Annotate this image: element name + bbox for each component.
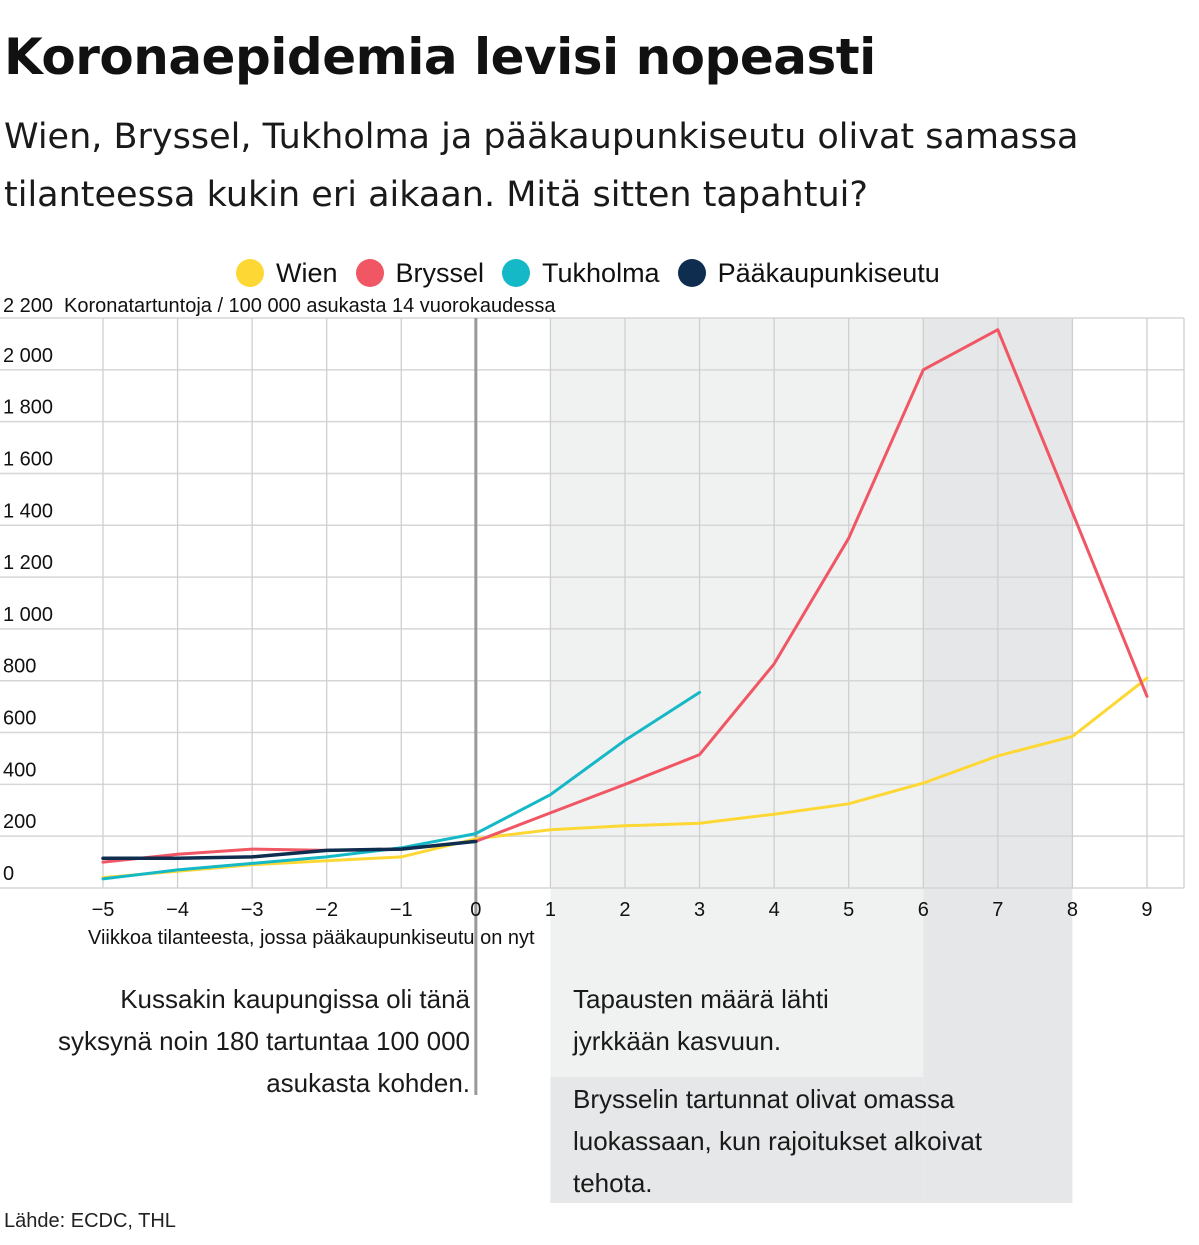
series-line-paakaupunkiseutu xyxy=(101,839,478,860)
x-tick-label-9: 9 xyxy=(1141,899,1152,921)
annotation-growth: Tapausten määrä lähti jyrkkään kasvuun. xyxy=(573,984,829,1056)
shaded-region-1 xyxy=(550,318,924,1203)
x-tick-label-0: 0 xyxy=(470,899,481,921)
shaded-regions xyxy=(550,318,1073,1203)
annotation-left: Kussakin kaupungissa oli tänä syksynä no… xyxy=(58,984,470,1098)
annotation-box-restrictions xyxy=(550,1077,924,1203)
legend-item-tukholma: Tukholma xyxy=(502,258,664,289)
legend-item-paakaupunkiseutu: Pääkaupunkiseutu xyxy=(677,257,944,289)
series-lines xyxy=(101,328,1149,881)
x-tick-label-8: 8 xyxy=(1067,899,1078,921)
x-axis-label: Viikkoa tilanteesta, jossa pääkaupunkise… xyxy=(88,927,535,949)
legend-item-wien: Wien xyxy=(236,258,342,289)
series-line-wien xyxy=(101,676,1149,880)
grid-lines xyxy=(0,317,1185,889)
tick-labels: 0 200 400 600 800 1 000 1 200 1 400 1 600 1 800 2 … xyxy=(3,295,1153,921)
y-tick-label-1600: 1 600 xyxy=(3,448,53,470)
legend-label-wien: Wien xyxy=(276,257,338,288)
y-tick-label-1400: 1 400 xyxy=(3,500,53,522)
chart-title: Koronaepidemia levisi nopeasti xyxy=(4,28,876,86)
x-tick-label-3: 3 xyxy=(694,899,705,921)
x-tick-label-6: 6 xyxy=(918,899,929,921)
y-tick-label-400: 400 xyxy=(3,759,36,781)
y-tick-label-1000: 1 000 xyxy=(3,604,53,626)
legend-swatch-wien xyxy=(236,259,264,287)
legend-item-bryssel: Bryssel xyxy=(355,257,489,289)
y-tick-label-2200: 2 200 xyxy=(3,295,53,317)
x-tick-label--2: −2 xyxy=(315,899,338,921)
y-tick-label-0: 0 xyxy=(3,863,14,885)
x-tick-label-1: 1 xyxy=(545,899,556,921)
x-tick-label--1: −1 xyxy=(390,899,413,921)
x-tick-label--3: −3 xyxy=(241,899,264,921)
y-tick-label-200: 200 xyxy=(3,811,36,833)
x-tick-label-5: 5 xyxy=(843,899,854,921)
y-axis-label: Koronatartuntoja / 100 000 asukasta 14 v… xyxy=(64,295,556,317)
chart-legend: Wien Bryssel Tukholma Pääkaupunkiseutu xyxy=(236,256,958,290)
x-tick-label-4: 4 xyxy=(769,899,780,921)
annotation-restrictions: Brysselin tartunnat olivat omassa luokas… xyxy=(573,1084,983,1198)
y-tick-label-800: 800 xyxy=(3,656,36,678)
legend-swatch-bryssel xyxy=(355,259,384,287)
legend-swatch-tukholma xyxy=(502,259,531,287)
source-note: Lähde: ECDC, THL xyxy=(4,1210,176,1232)
chart-subtitle: Wien, Bryssel, Tukholma ja pääkaupunkise… xyxy=(4,117,1079,215)
y-tick-label-2000: 2 000 xyxy=(3,345,53,367)
legend-label-tukholma: Tukholma xyxy=(542,257,660,288)
y-tick-label-600: 600 xyxy=(3,708,36,730)
x-tick-label-2: 2 xyxy=(619,899,630,921)
legend-label-bryssel: Bryssel xyxy=(395,257,485,288)
legend-swatch-paakaupunkiseutu xyxy=(677,259,706,287)
y-tick-label-1200: 1 200 xyxy=(3,552,53,574)
y-tick-label-1800: 1 800 xyxy=(3,397,53,419)
x-tick-label--4: −4 xyxy=(166,899,189,921)
x-tick-label-7: 7 xyxy=(992,899,1003,921)
legend-label-paakaupunkiseutu: Pääkaupunkiseutu xyxy=(717,257,940,288)
x-tick-label--5: −5 xyxy=(92,899,115,921)
series-line-bryssel xyxy=(101,328,1149,864)
